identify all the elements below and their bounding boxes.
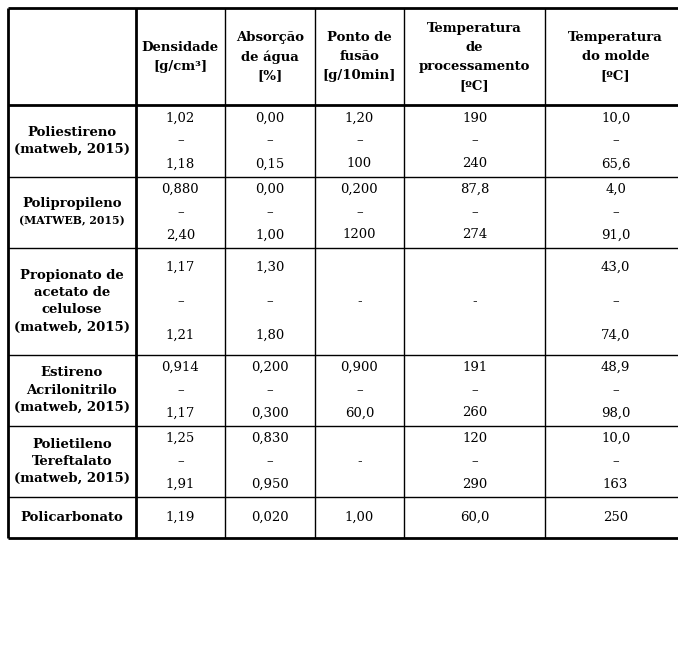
Text: –: – [612,134,619,148]
Text: –: – [471,455,478,468]
Text: 10,0: 10,0 [601,432,631,445]
Text: 0,830: 0,830 [251,432,289,445]
Text: Policarbonato: Policarbonato [20,511,123,524]
Text: 1,17: 1,17 [165,260,195,273]
Text: 60,0: 60,0 [344,407,374,419]
Text: -: - [357,455,361,468]
Text: 1200: 1200 [342,229,376,241]
Text: 1,18: 1,18 [165,158,195,170]
Text: (matweb, 2015): (matweb, 2015) [14,472,130,485]
Text: (matweb, 2015): (matweb, 2015) [14,143,130,156]
Text: 1,30: 1,30 [255,260,285,273]
Text: 190: 190 [462,112,487,125]
Text: 1,02: 1,02 [165,112,195,125]
Text: –: – [266,206,273,219]
Text: 1,91: 1,91 [165,478,195,490]
Text: 0,880: 0,880 [161,183,199,196]
Text: 1,00: 1,00 [255,229,285,241]
Text: Densidade
[g/cm³]: Densidade [g/cm³] [142,41,219,72]
Text: 0,020: 0,020 [251,511,289,524]
Text: Temperatura
de
processamento
[ºC]: Temperatura de processamento [ºC] [419,22,530,92]
Text: (MATWEB, 2015): (MATWEB, 2015) [19,215,125,226]
Text: Estireno: Estireno [41,366,103,380]
Text: 0,300: 0,300 [251,407,289,419]
Text: celulose: celulose [41,303,102,316]
Text: –: – [471,134,478,148]
Text: 0,200: 0,200 [340,183,378,196]
Text: –: – [177,455,184,468]
Text: acetato de: acetato de [34,286,110,299]
Text: 260: 260 [462,407,487,419]
Text: 4,0: 4,0 [605,183,626,196]
Text: 1,19: 1,19 [165,511,195,524]
Text: –: – [177,206,184,219]
Text: 163: 163 [603,478,629,490]
Text: 91,0: 91,0 [601,229,631,241]
Text: 43,0: 43,0 [601,260,631,273]
Text: 0,00: 0,00 [255,183,285,196]
Text: –: – [612,295,619,308]
Text: Tereftalato: Tereftalato [32,455,112,468]
Text: 240: 240 [462,158,487,170]
Text: –: – [612,455,619,468]
Text: (matweb, 2015): (matweb, 2015) [14,401,130,414]
Text: 120: 120 [462,432,487,445]
Text: –: – [356,134,363,148]
Text: –: – [177,134,184,148]
Text: 65,6: 65,6 [601,158,631,170]
Text: –: – [356,384,363,397]
Text: 10,0: 10,0 [601,112,631,125]
Text: 74,0: 74,0 [601,329,631,342]
Text: –: – [356,206,363,219]
Text: 100: 100 [346,158,372,170]
Text: –: – [471,384,478,397]
Text: 1,20: 1,20 [344,112,374,125]
Text: 290: 290 [462,478,487,490]
Text: 98,0: 98,0 [601,407,631,419]
Text: 0,200: 0,200 [251,361,289,374]
Text: –: – [266,295,273,308]
Text: –: – [266,455,273,468]
Text: 60,0: 60,0 [460,511,490,524]
Text: –: – [177,384,184,397]
Text: –: – [266,384,273,397]
Text: Polipropileno: Polipropileno [22,197,121,210]
Text: 48,9: 48,9 [601,361,631,374]
Text: 0,950: 0,950 [251,478,289,490]
Text: 0,15: 0,15 [255,158,285,170]
Text: Temperatura
do molde
[ºC]: Temperatura do molde [ºC] [568,31,663,82]
Text: 191: 191 [462,361,487,374]
Text: –: – [612,206,619,219]
Text: –: – [471,206,478,219]
Text: Absorção
de água
[%]: Absorção de água [%] [236,31,304,82]
Text: 1,80: 1,80 [255,329,285,342]
Text: 0,00: 0,00 [255,112,285,125]
Text: Poliestireno: Poliestireno [27,126,117,139]
Text: -: - [473,295,477,308]
Text: –: – [612,384,619,397]
Text: 1,25: 1,25 [165,432,195,445]
Text: Polietileno: Polietileno [32,438,112,451]
Text: 87,8: 87,8 [460,183,490,196]
Text: 0,914: 0,914 [161,361,199,374]
Text: 250: 250 [603,511,629,524]
Text: 274: 274 [462,229,487,241]
Text: Ponto de
fusão
[g/10min]: Ponto de fusão [g/10min] [323,31,396,82]
Text: 0,900: 0,900 [340,361,378,374]
Text: 1,21: 1,21 [165,329,195,342]
Text: -: - [357,295,361,308]
Text: Acrilonitrilo: Acrilonitrilo [26,384,117,397]
Text: 1,00: 1,00 [344,511,374,524]
Text: 1,17: 1,17 [165,407,195,419]
Text: Propionato de: Propionato de [20,269,124,282]
Text: (matweb, 2015): (matweb, 2015) [14,320,130,333]
Text: –: – [177,295,184,308]
Text: –: – [266,134,273,148]
Text: 2,40: 2,40 [165,229,195,241]
